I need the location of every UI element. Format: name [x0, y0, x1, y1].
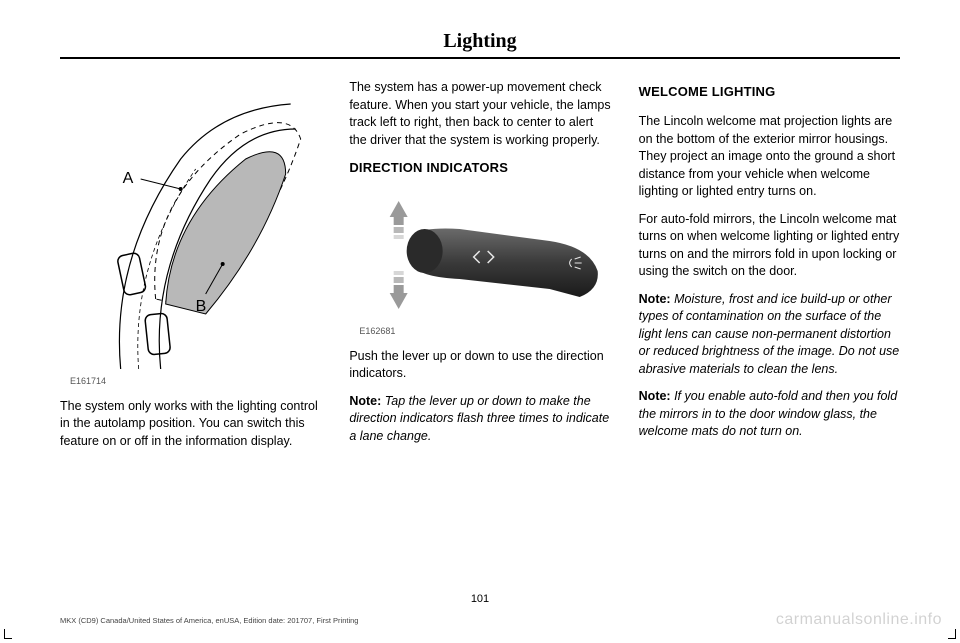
watermark: carmanualsonline.info: [776, 611, 942, 629]
diagram-id-1: E161714: [70, 375, 321, 388]
page-title: Lighting: [60, 30, 900, 53]
column-2: The system has a power-up movement check…: [349, 79, 610, 460]
col1-paragraph-1: The system only works with the lighting …: [60, 398, 321, 451]
direction-indicators-heading: DIRECTION INDICATORS: [349, 159, 610, 177]
note-label: Note:: [639, 292, 671, 306]
crop-mark-bl: [4, 629, 12, 639]
col2-paragraph-1: The system has a power-up movement check…: [349, 79, 610, 149]
column-1: A B E161714 The system only works with t…: [60, 79, 321, 460]
note-label: Note:: [349, 394, 381, 408]
footer-edition: MKX (CD9) Canada/United States of Americ…: [60, 616, 358, 625]
diagram-label-b: B: [196, 298, 207, 315]
diagram-label-a: A: [123, 170, 134, 187]
crop-mark-br: [948, 629, 956, 639]
col2-paragraph-2: Push the lever up or down to use the dir…: [349, 348, 610, 383]
column-3: WELCOME LIGHTING The Lincoln welcome mat…: [639, 79, 900, 460]
col3-paragraph-2: For auto-fold mirrors, the Lincoln welco…: [639, 211, 900, 281]
diagram-id-2: E162681: [359, 325, 610, 338]
note-label: Note:: [639, 389, 671, 403]
col3-note-2: Note: If you enable auto-fold and then y…: [639, 388, 900, 441]
welcome-lighting-heading: WELCOME LIGHTING: [639, 83, 900, 101]
note-text: Moisture, frost and ice build-up or othe…: [639, 292, 900, 376]
direction-indicator-photo: [349, 189, 610, 319]
note-text: Tap the lever up or down to make the dir…: [349, 394, 609, 443]
col3-note-1: Note: Moisture, frost and ice build-up o…: [639, 291, 900, 379]
title-rule: [60, 57, 900, 59]
content-columns: A B E161714 The system only works with t…: [60, 79, 900, 460]
adaptive-headlamp-diagram: A B: [60, 79, 321, 369]
note-text: If you enable auto-fold and then you fol…: [639, 389, 898, 438]
page-number: 101: [0, 593, 960, 605]
col2-note: Note: Tap the lever up or down to make t…: [349, 393, 610, 446]
col3-paragraph-1: The Lincoln welcome mat projection light…: [639, 113, 900, 201]
